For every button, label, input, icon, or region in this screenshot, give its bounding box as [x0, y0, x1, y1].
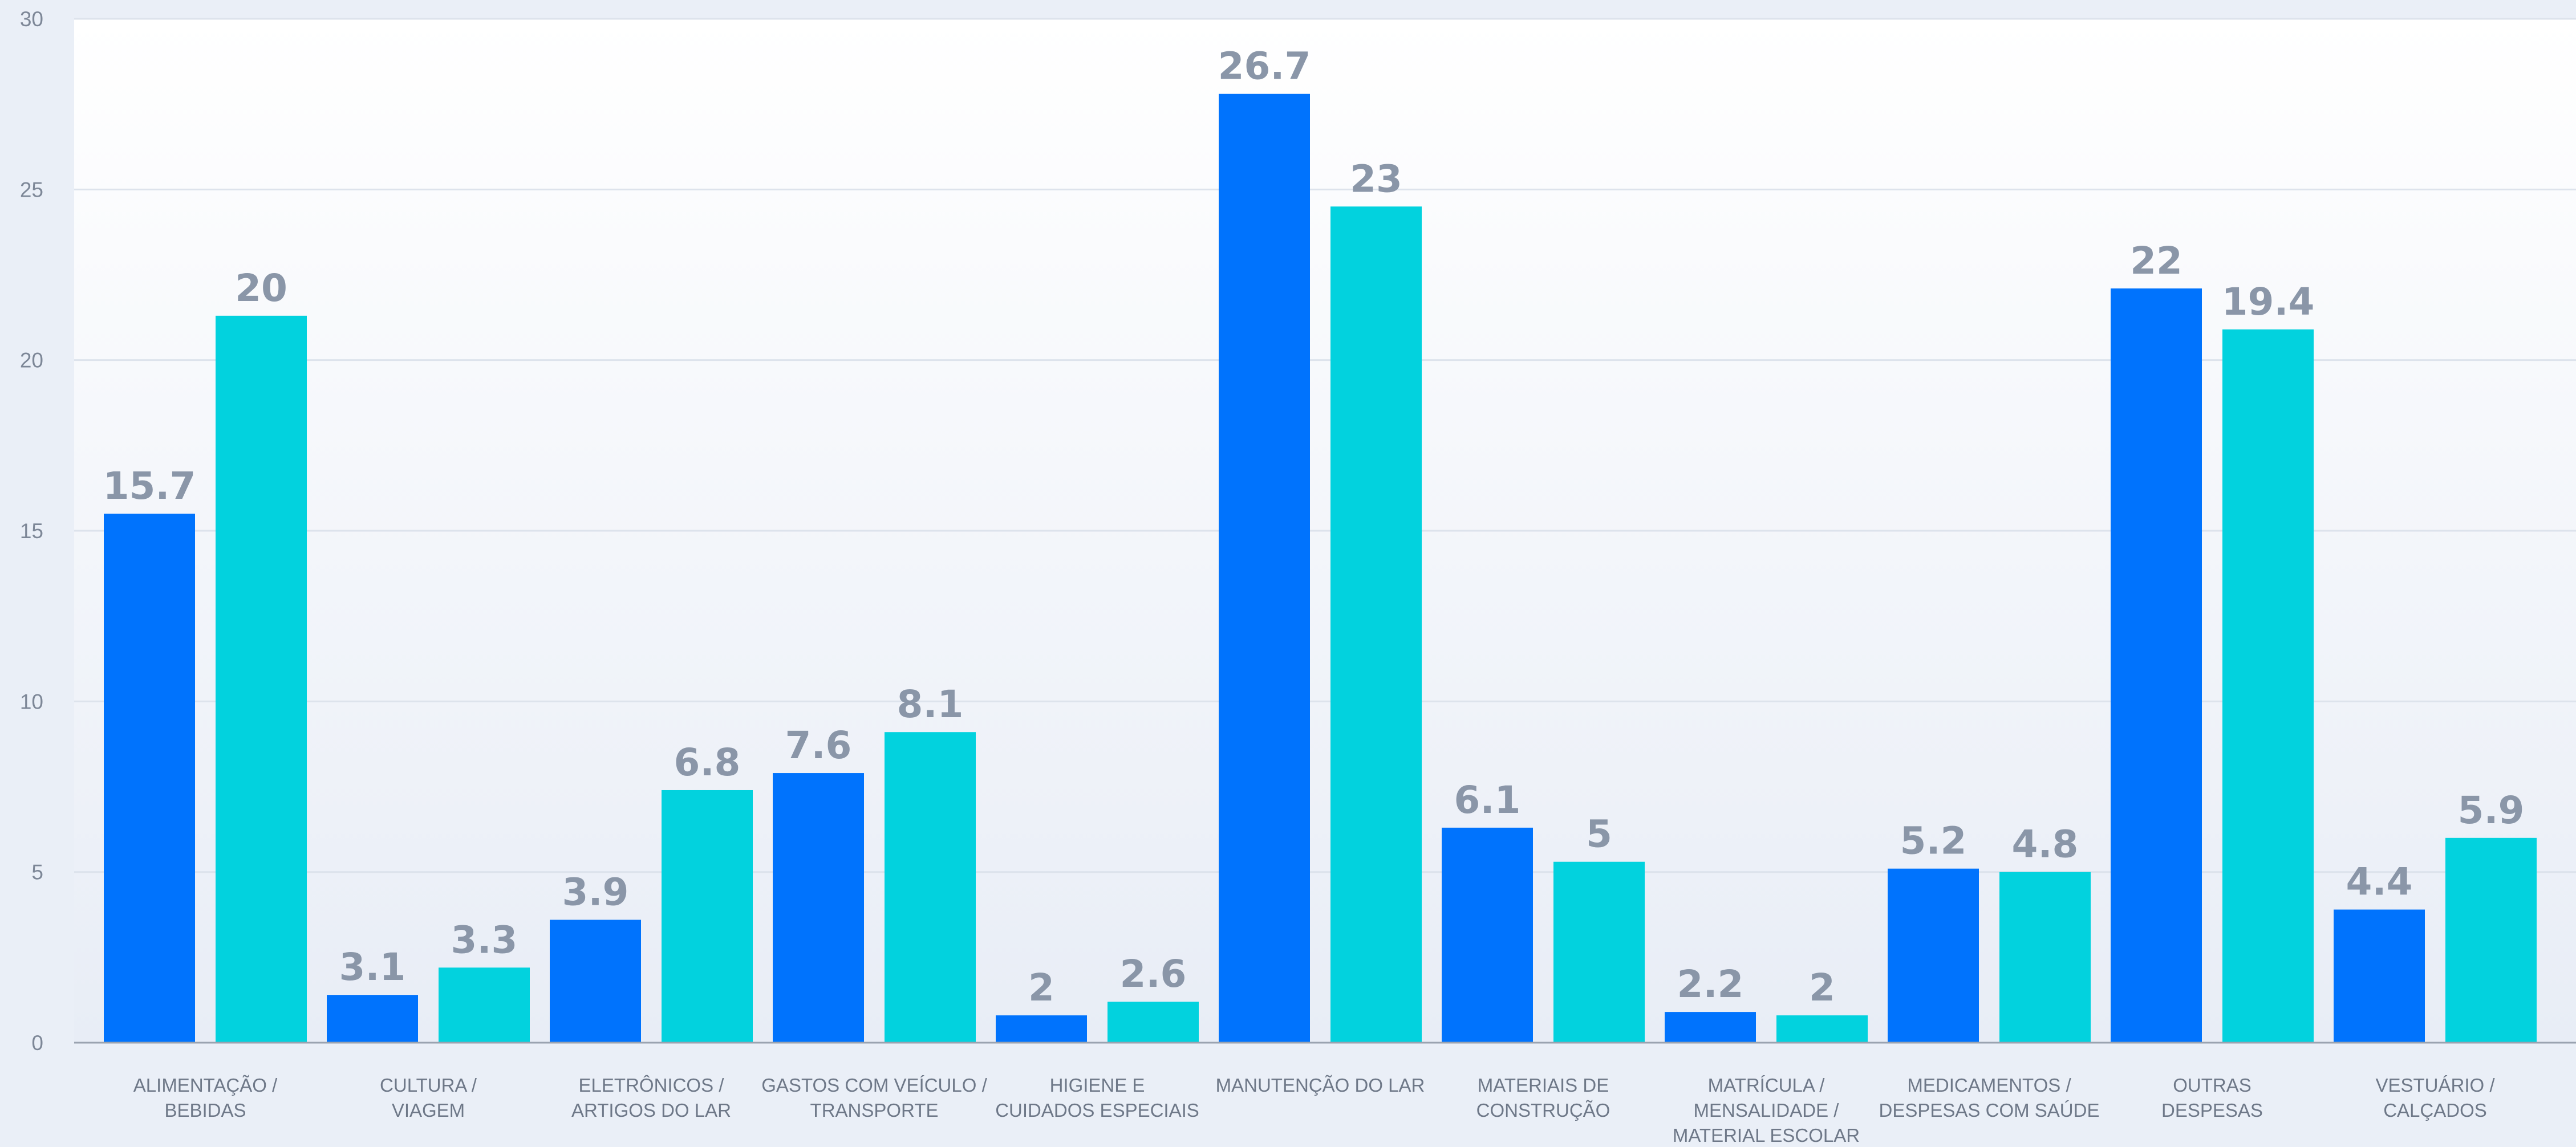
- bar: [104, 514, 195, 1043]
- data-label: 8.1: [897, 682, 964, 726]
- bar: [2445, 837, 2537, 1043]
- data-label: 6.8: [674, 741, 741, 784]
- data-label: 26.7: [1218, 44, 1311, 88]
- data-label: 5.2: [1900, 819, 1967, 863]
- x-tick-label: CALÇADOS: [2383, 1100, 2487, 1121]
- bar: [550, 920, 641, 1043]
- data-label: 15.7: [103, 464, 196, 508]
- bar: [1330, 206, 1422, 1043]
- data-label: 3.1: [339, 945, 406, 989]
- x-axis: ALIMENTAÇÃO / BEBIDAS CULTURA / VIAGEM ELETR…: [133, 1075, 2496, 1146]
- y-axis: 0 5 10 15 20 25 30: [20, 7, 43, 1055]
- x-tick-label: MEDICAMENTOS /: [1907, 1075, 2071, 1096]
- bar: [327, 995, 418, 1043]
- bar: [662, 790, 753, 1043]
- bar: [2111, 288, 2202, 1043]
- x-tick-label: MATERIAIS DE: [1478, 1075, 1609, 1096]
- y-tick-label: 0: [31, 1031, 43, 1055]
- x-tick-label: OUTRAS: [2173, 1075, 2252, 1096]
- bar: [1219, 93, 1310, 1043]
- data-label: 2: [1028, 966, 1054, 1010]
- bar: [1776, 1015, 1868, 1043]
- bar: [216, 315, 307, 1043]
- bar: [1108, 1002, 1199, 1043]
- data-label: 22: [2130, 239, 2182, 283]
- x-tick-label: ARTIGOS DO LAR: [571, 1100, 731, 1121]
- data-label: 19.4: [2222, 280, 2315, 324]
- bar: [1888, 868, 1979, 1043]
- x-tick-label: MATERIAL ESCOLAR: [1673, 1125, 1860, 1146]
- x-tick-label: HIGIENE E: [1050, 1075, 1145, 1096]
- x-tick-label: MENSALIDADE /: [1694, 1100, 1840, 1121]
- x-tick-label: ELETRÔNICOS /: [579, 1075, 725, 1096]
- data-label: 5: [1586, 812, 1612, 856]
- data-labels: 15.7 20 3.1 3.3 3.9 6.8 7.6 8.1 2 2.6 26.7 23 6.1 5 2.…: [103, 44, 2525, 1010]
- x-tick-label: CULTURA /: [380, 1075, 477, 1096]
- data-label: 23: [1350, 157, 1402, 201]
- y-tick-label: 15: [20, 519, 43, 543]
- data-label: 2.2: [1677, 962, 1744, 1006]
- bar: [773, 773, 864, 1043]
- x-tick-label: CUIDADOS ESPECIAIS: [995, 1100, 1199, 1121]
- data-label: 3.9: [562, 870, 629, 914]
- bar: [996, 1015, 1087, 1043]
- x-tick-label: BEBIDAS: [164, 1100, 246, 1121]
- bars: [104, 93, 2537, 1043]
- x-tick-label: CONSTRUÇÃO: [1476, 1100, 1610, 1121]
- data-label: 4.8: [2012, 823, 2079, 867]
- x-tick-label: GASTOS COM VEÍCULO /: [761, 1075, 987, 1096]
- x-tick-label: ALIMENTAÇÃO /: [133, 1075, 278, 1096]
- data-label: 5.9: [2458, 788, 2525, 832]
- x-tick-label: VIAGEM: [392, 1100, 465, 1121]
- x-tick-label: DESPESAS: [2161, 1100, 2263, 1121]
- bar: [1553, 861, 1645, 1043]
- bar: [1665, 1012, 1756, 1043]
- bar: [439, 967, 530, 1043]
- y-tick-label: 20: [20, 349, 43, 372]
- bar: [885, 732, 976, 1043]
- x-tick-label: VESTUÁRIO /: [2375, 1075, 2495, 1096]
- y-tick-label: 10: [20, 690, 43, 713]
- data-label: 2.6: [1120, 952, 1187, 996]
- bar: [1999, 872, 2091, 1043]
- data-label: 3.3: [451, 918, 518, 962]
- bar: [1442, 827, 1533, 1043]
- data-label: 20: [235, 266, 287, 310]
- y-tick-label: 25: [20, 178, 43, 201]
- data-label: 6.1: [1454, 778, 1521, 822]
- gridlines: [74, 18, 2576, 873]
- x-tick-label: TRANSPORTE: [810, 1100, 939, 1121]
- data-label: 7.6: [785, 723, 852, 767]
- y-tick-label: 5: [31, 861, 43, 884]
- data-label: 4.4: [2346, 860, 2413, 904]
- bar: [2334, 909, 2425, 1043]
- bar: [2222, 329, 2314, 1043]
- x-tick-label: MATRÍCULA /: [1708, 1075, 1825, 1096]
- y-tick-label: 30: [20, 7, 43, 31]
- x-tick-label: MANUTENÇÃO DO LAR: [1216, 1075, 1425, 1096]
- x-tick-label: DESPESAS COM SAÚDE: [1879, 1100, 2100, 1121]
- data-label: 2: [1809, 966, 1835, 1010]
